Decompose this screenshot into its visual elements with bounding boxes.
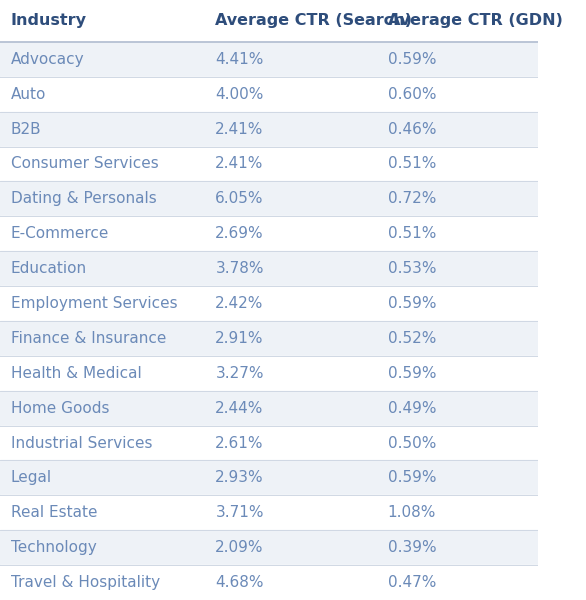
Text: Auto: Auto [11, 86, 46, 101]
Text: 3.27%: 3.27% [215, 366, 264, 381]
Bar [0, 251, 539, 286]
Bar [0, 425, 539, 460]
Text: 0.51%: 0.51% [387, 157, 436, 172]
Bar [0, 77, 539, 112]
Bar [0, 356, 539, 391]
Text: Industry: Industry [11, 13, 87, 28]
Bar [0, 216, 539, 251]
Text: 4.68%: 4.68% [215, 575, 264, 590]
Text: 0.59%: 0.59% [387, 470, 436, 485]
Text: 0.46%: 0.46% [387, 122, 436, 137]
Text: Finance & Insurance: Finance & Insurance [11, 331, 166, 346]
Text: 2.44%: 2.44% [215, 401, 264, 416]
Text: 3.78%: 3.78% [215, 261, 264, 276]
Text: 0.49%: 0.49% [387, 401, 436, 416]
Text: 2.93%: 2.93% [215, 470, 264, 485]
Text: B2B: B2B [11, 122, 42, 137]
Text: 0.52%: 0.52% [387, 331, 436, 346]
Text: 0.59%: 0.59% [387, 366, 436, 381]
Bar [0, 146, 539, 181]
Bar [0, 565, 539, 600]
Bar [0, 112, 539, 146]
Text: 0.59%: 0.59% [387, 296, 436, 311]
Text: 3.71%: 3.71% [215, 505, 264, 520]
Bar [0, 321, 539, 356]
Text: 2.91%: 2.91% [215, 331, 264, 346]
Text: Legal: Legal [11, 470, 52, 485]
Text: Health & Medical: Health & Medical [11, 366, 141, 381]
Text: Education: Education [11, 261, 87, 276]
Text: 2.09%: 2.09% [215, 540, 264, 555]
Bar [0, 181, 539, 216]
Text: Industrial Services: Industrial Services [11, 436, 152, 451]
Text: Average CTR (GDN): Average CTR (GDN) [387, 13, 563, 28]
Text: Real Estate: Real Estate [11, 505, 97, 520]
Text: 0.59%: 0.59% [387, 52, 436, 67]
Text: Consumer Services: Consumer Services [11, 157, 159, 172]
Text: Advocacy: Advocacy [11, 52, 84, 67]
Text: 0.51%: 0.51% [387, 226, 436, 241]
Text: Travel & Hospitality: Travel & Hospitality [11, 575, 160, 590]
Text: Average CTR (Search): Average CTR (Search) [215, 13, 413, 28]
Text: 0.60%: 0.60% [387, 86, 436, 101]
Bar [0, 42, 539, 77]
Text: 0.72%: 0.72% [387, 191, 436, 206]
Text: 0.39%: 0.39% [387, 540, 436, 555]
Text: 0.50%: 0.50% [387, 436, 436, 451]
Text: 2.69%: 2.69% [215, 226, 264, 241]
Bar [0, 286, 539, 321]
Bar [0, 530, 539, 565]
Bar [0, 391, 539, 425]
Bar [0, 496, 539, 530]
Text: 2.61%: 2.61% [215, 436, 264, 451]
Text: 6.05%: 6.05% [215, 191, 264, 206]
Text: 0.47%: 0.47% [387, 575, 436, 590]
Text: 4.00%: 4.00% [215, 86, 264, 101]
Text: 4.41%: 4.41% [215, 52, 264, 67]
Bar [0, 0, 539, 42]
Text: Technology: Technology [11, 540, 97, 555]
Text: 0.53%: 0.53% [387, 261, 436, 276]
Text: 1.08%: 1.08% [387, 505, 436, 520]
Text: Home Goods: Home Goods [11, 401, 109, 416]
Text: 2.41%: 2.41% [215, 122, 264, 137]
Text: Employment Services: Employment Services [11, 296, 178, 311]
Text: 2.41%: 2.41% [215, 157, 264, 172]
Text: Dating & Personals: Dating & Personals [11, 191, 156, 206]
Bar [0, 460, 539, 496]
Text: E-Commerce: E-Commerce [11, 226, 109, 241]
Text: 2.42%: 2.42% [215, 296, 264, 311]
